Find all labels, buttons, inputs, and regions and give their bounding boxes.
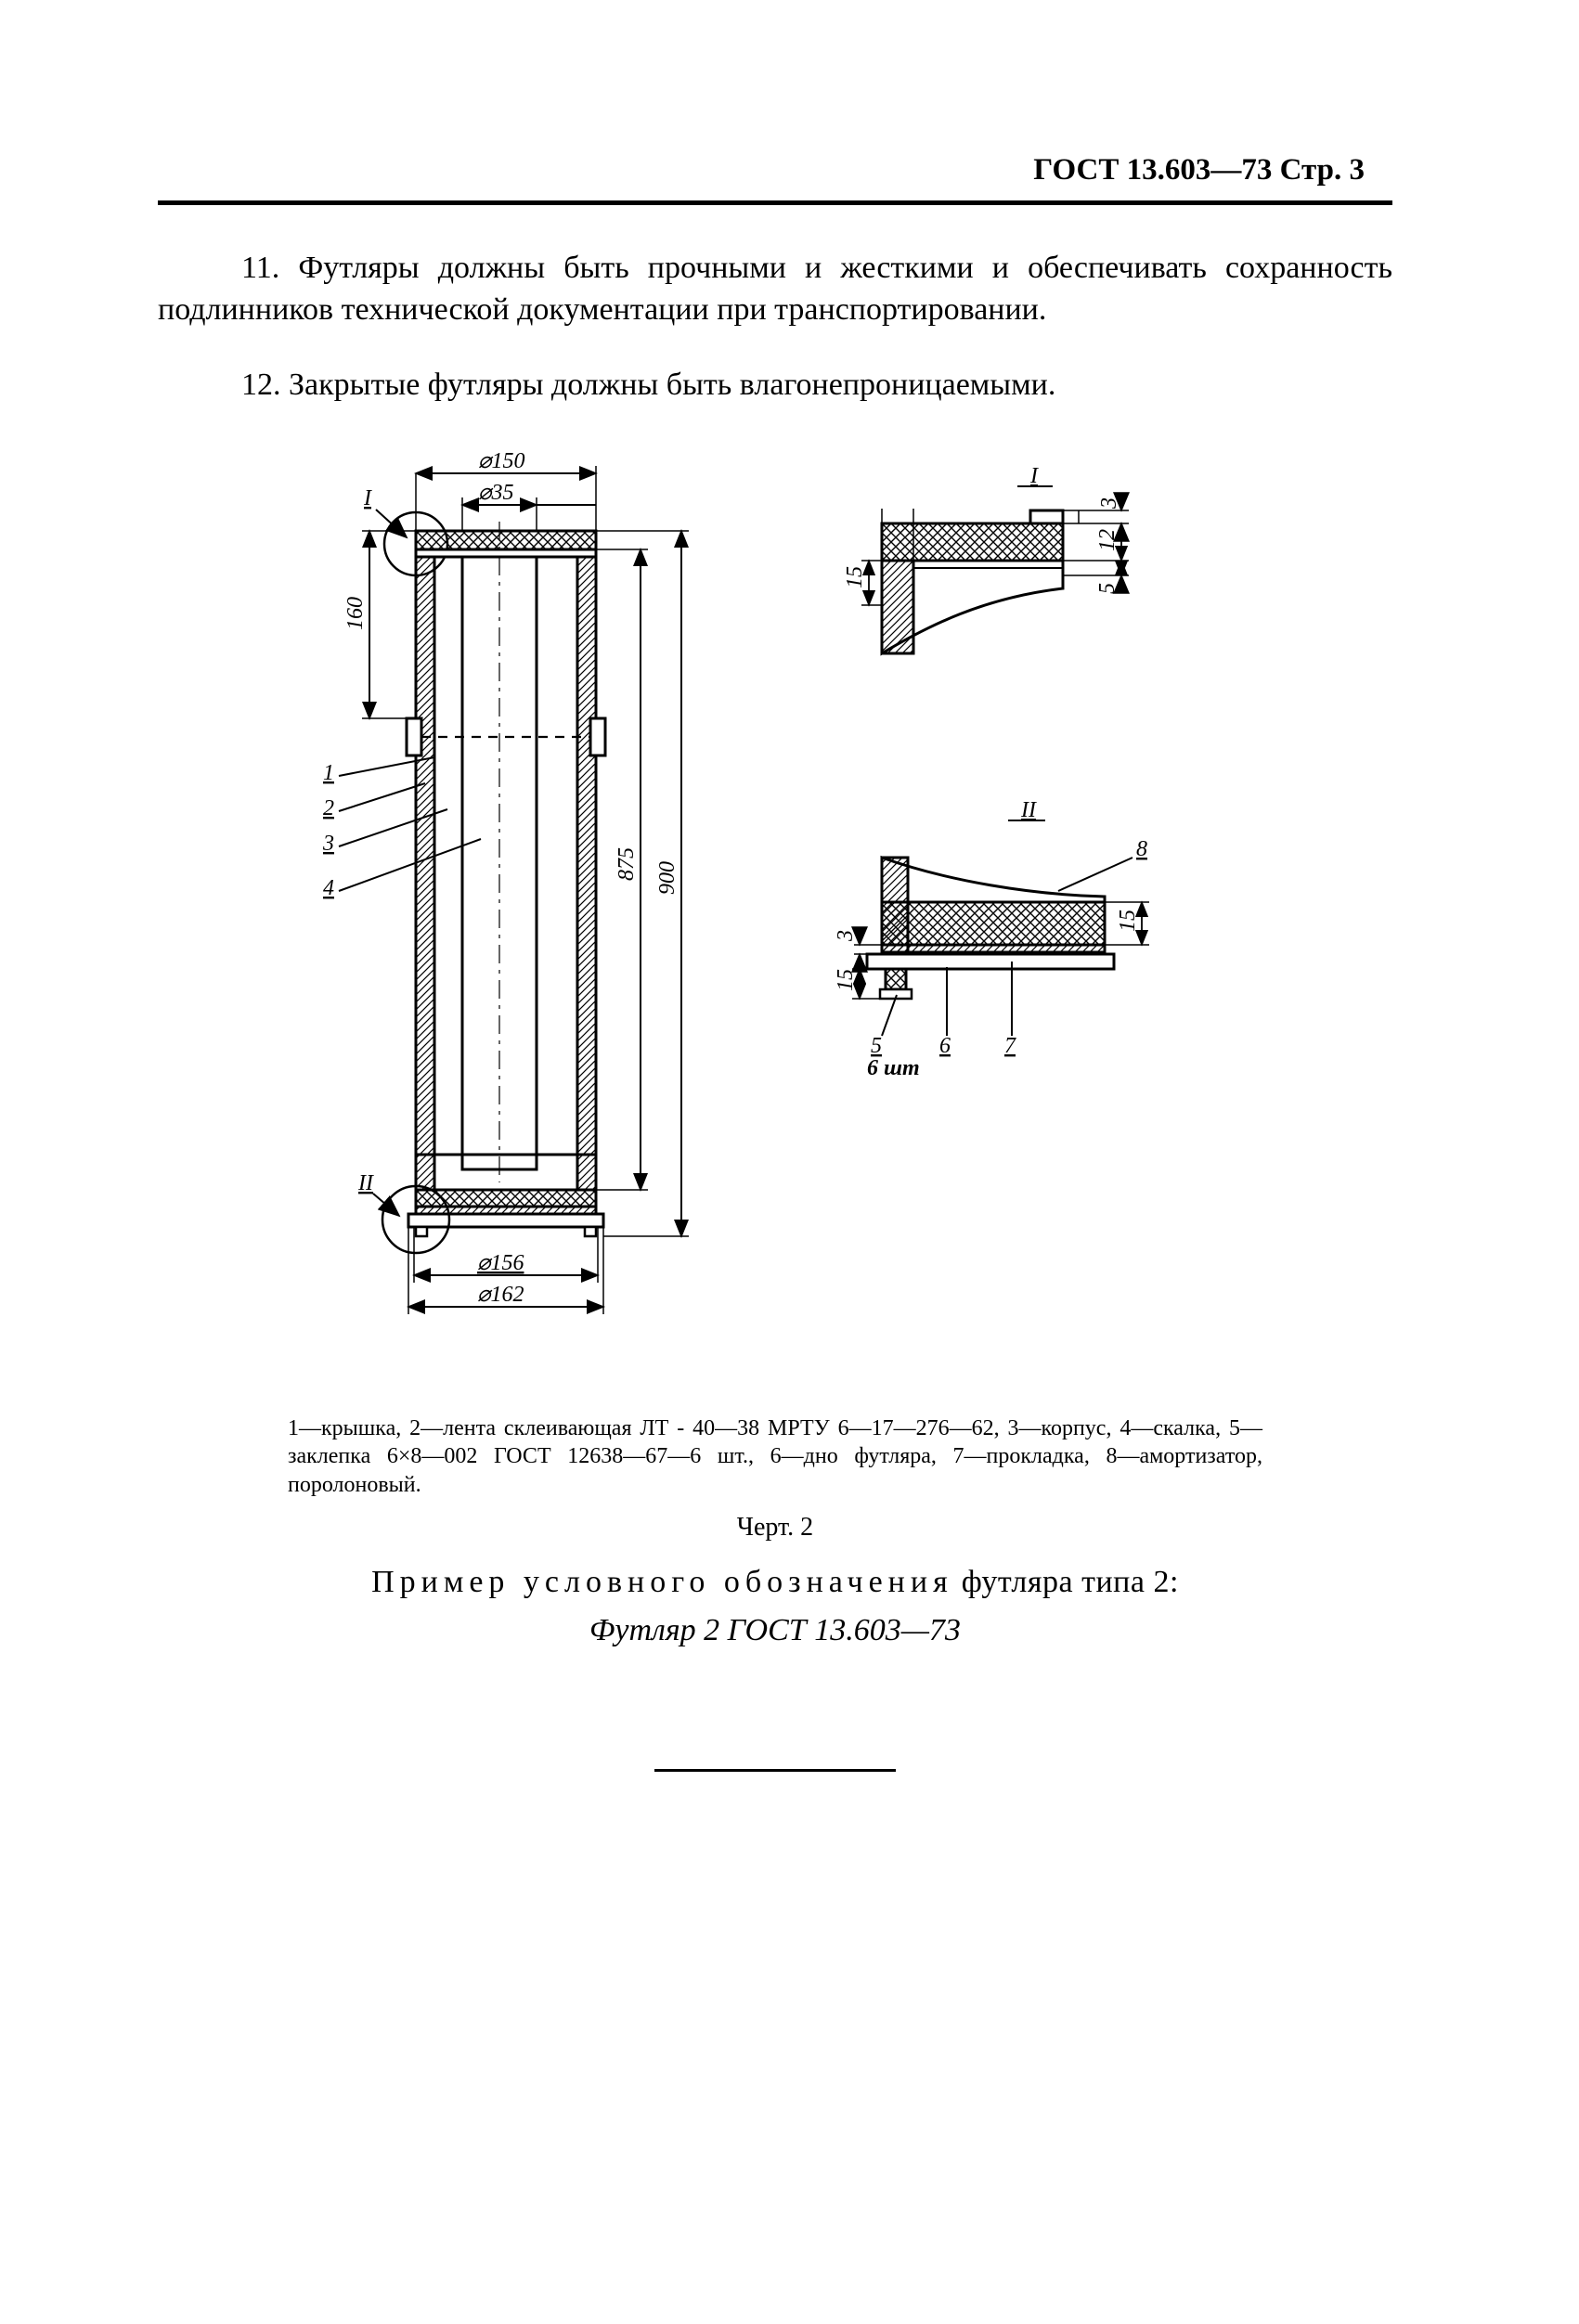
detail-I-label: I — [1029, 464, 1039, 488]
dim-II-15b: 15 — [1116, 910, 1140, 932]
dim-900: 900 — [655, 861, 679, 895]
leader-6: 6 — [939, 1034, 951, 1058]
dim-I-3: 3 — [1097, 497, 1121, 510]
dim-d162: ⌀162 — [477, 1283, 524, 1307]
paragraph-11: 11. Футляры должны быть прочными и жестк… — [158, 248, 1392, 331]
dim-d150: ⌀150 — [478, 449, 524, 473]
engineering-drawing-svg: ⌀150 ⌀35 I — [251, 440, 1300, 1387]
leader-7: 7 — [1004, 1034, 1016, 1058]
marker-II: II — [357, 1171, 374, 1195]
leader-8: 8 — [1136, 837, 1147, 861]
leader-2: 2 — [323, 796, 334, 820]
footer-rule — [654, 1769, 896, 1772]
dim-d35: ⌀35 — [478, 481, 513, 505]
leader-3: 3 — [322, 832, 334, 856]
example-line-1: Пример условного обозначения футляра тип… — [158, 1565, 1392, 1600]
dim-I-5: 5 — [1095, 583, 1120, 594]
marker-I: I — [363, 486, 372, 510]
dim-II-15a: 15 — [834, 969, 858, 991]
figure-legend: 1—крышка, 2—лента склеивающая ЛТ - 40—38… — [288, 1414, 1262, 1500]
figure-2: ⌀150 ⌀35 I — [251, 440, 1300, 1387]
example-spaced: Пример условного обозначения — [371, 1565, 953, 1599]
dim-II-3: 3 — [834, 930, 858, 942]
detail-II-label: II — [1020, 798, 1037, 822]
dim-I-15: 15 — [843, 566, 867, 588]
leaders-left: 1 2 3 4 — [322, 757, 481, 900]
main-view: ⌀150 ⌀35 I — [322, 449, 689, 1314]
note-6sht: 6 шт — [867, 1056, 920, 1080]
detail-I: I 3 — [843, 464, 1129, 653]
dim-160: 160 — [343, 597, 368, 630]
paragraph-12-text: 12. Закрытые футляры должны быть влагоне… — [241, 368, 1055, 402]
leader-1: 1 — [323, 761, 334, 785]
figure-caption: Черт. 2 — [158, 1513, 1392, 1543]
example-line-2: Футляр 2 ГОСТ 13.603—73 — [158, 1613, 1392, 1648]
example-rest: футляра типа 2: — [953, 1565, 1179, 1599]
detail-II: II 8 — [834, 798, 1149, 1080]
dim-I-12: 12 — [1095, 529, 1120, 551]
page-header: ГОСТ 13.603—73 Стр. 3 — [158, 153, 1392, 205]
leader-5: 5 — [871, 1034, 882, 1058]
leader-4: 4 — [323, 876, 334, 900]
dim-d156: ⌀156 — [477, 1251, 524, 1275]
paragraph-11-text: 11. Футляры должны быть прочными и жестк… — [158, 251, 1392, 327]
dim-875: 875 — [615, 847, 639, 881]
paragraph-12: 12. Закрытые футляры должны быть влагоне… — [158, 365, 1392, 407]
